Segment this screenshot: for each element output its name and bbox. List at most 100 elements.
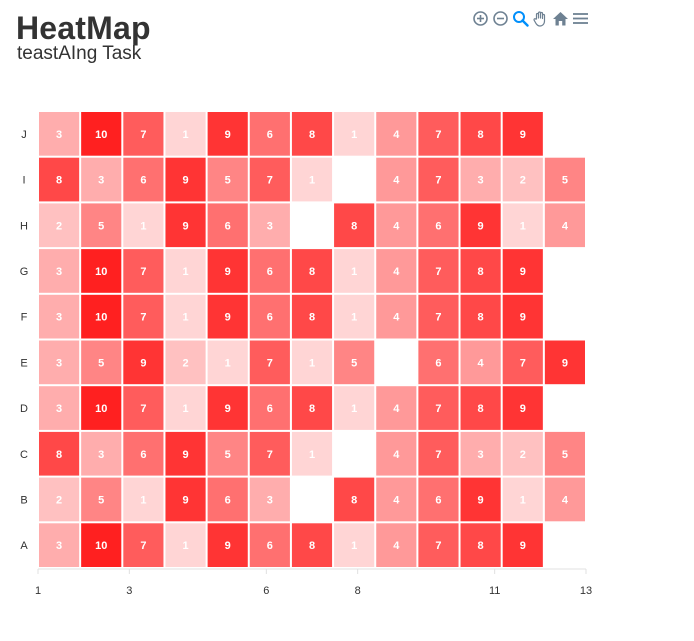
heatmap-cell[interactable]	[502, 431, 543, 476]
heatmap-cell[interactable]	[249, 294, 290, 339]
heatmap-cell[interactable]	[207, 112, 248, 156]
heatmap-cell[interactable]	[123, 157, 164, 202]
heatmap-cell[interactable]	[544, 477, 585, 522]
menu-icon[interactable]	[572, 10, 589, 27]
heatmap-cell[interactable]	[207, 249, 248, 293]
heatmap-cell[interactable]	[502, 249, 543, 293]
heatmap-cell[interactable]	[502, 294, 543, 339]
heatmap-cell[interactable]	[165, 386, 206, 430]
heatmap-cell[interactable]	[207, 157, 248, 202]
heatmap-cell[interactable]	[207, 386, 248, 430]
heatmap-cell[interactable]	[165, 203, 206, 248]
heatmap-cell[interactable]	[165, 477, 206, 522]
heatmap-cell[interactable]	[502, 203, 543, 248]
heatmap-cell[interactable]	[502, 112, 543, 156]
heatmap-cell[interactable]	[165, 431, 206, 476]
heatmap-cell[interactable]	[249, 477, 290, 522]
heatmap-cell[interactable]	[39, 523, 80, 567]
heatmap-cell[interactable]	[460, 386, 501, 430]
heatmap-cell[interactable]	[418, 477, 459, 522]
heatmap-cell[interactable]	[460, 157, 501, 202]
heatmap-cell[interactable]	[502, 386, 543, 430]
pan-hand-icon[interactable]	[532, 10, 549, 27]
zoom-out-icon[interactable]	[492, 10, 509, 27]
heatmap-cell[interactable]	[123, 477, 164, 522]
heatmap-cell[interactable]	[334, 203, 375, 248]
heatmap-cell[interactable]	[81, 431, 122, 476]
heatmap-cell[interactable]	[207, 294, 248, 339]
heatmap-cell[interactable]	[376, 523, 417, 567]
heatmap-cell[interactable]	[81, 203, 122, 248]
heatmap-cell[interactable]	[207, 431, 248, 476]
heatmap-cell[interactable]	[544, 203, 585, 248]
heatmap-cell[interactable]	[334, 294, 375, 339]
heatmap-cell[interactable]	[165, 157, 206, 202]
heatmap-cell[interactable]	[249, 340, 290, 385]
heatmap-cell[interactable]	[460, 112, 501, 156]
heatmap-cell[interactable]	[39, 203, 80, 248]
heatmap-cell[interactable]	[39, 112, 80, 156]
heatmap-cell[interactable]	[165, 523, 206, 567]
heatmap-cell[interactable]	[165, 294, 206, 339]
zoom-in-icon[interactable]	[472, 10, 489, 27]
heatmap-cell[interactable]	[123, 294, 164, 339]
heatmap-cell[interactable]	[123, 203, 164, 248]
heatmap-cell[interactable]	[123, 340, 164, 385]
heatmap-cell[interactable]	[418, 112, 459, 156]
heatmap-cell[interactable]	[39, 294, 80, 339]
reset-home-icon[interactable]	[552, 10, 569, 27]
heatmap-cell[interactable]	[165, 249, 206, 293]
heatmap-cell[interactable]	[39, 431, 80, 476]
heatmap-cell[interactable]	[334, 112, 375, 156]
heatmap-cell[interactable]	[291, 431, 333, 476]
heatmap-cell[interactable]	[291, 157, 333, 202]
heatmap-cell[interactable]	[249, 112, 290, 156]
heatmap-cell[interactable]	[502, 340, 543, 385]
heatmap-cell[interactable]	[291, 249, 333, 293]
heatmap-cell[interactable]	[39, 477, 80, 522]
heatmap-cell[interactable]	[123, 386, 164, 430]
zoom-selection-icon[interactable]	[512, 10, 529, 27]
heatmap-cell[interactable]	[207, 523, 248, 567]
heatmap-cell[interactable]	[460, 294, 501, 339]
heatmap-cell[interactable]	[123, 523, 164, 567]
heatmap-cell[interactable]	[207, 340, 248, 385]
heatmap-cell[interactable]	[39, 386, 80, 430]
heatmap-cell[interactable]	[418, 249, 459, 293]
heatmap-cell[interactable]	[123, 431, 164, 476]
heatmap-cell[interactable]	[81, 294, 122, 339]
heatmap-cell[interactable]	[334, 249, 375, 293]
heatmap-cell[interactable]	[376, 157, 417, 202]
heatmap-cell[interactable]	[418, 203, 459, 248]
heatmap-cell[interactable]	[376, 431, 417, 476]
heatmap-cell[interactable]	[376, 386, 417, 430]
heatmap-cell[interactable]	[460, 523, 501, 567]
heatmap-cell[interactable]	[334, 386, 375, 430]
heatmap-cell[interactable]	[81, 157, 122, 202]
heatmap-cell[interactable]	[165, 340, 206, 385]
heatmap-cell[interactable]	[376, 294, 417, 339]
heatmap-cell[interactable]	[249, 157, 290, 202]
heatmap-cell[interactable]	[460, 477, 501, 522]
heatmap-cell[interactable]	[249, 523, 290, 567]
heatmap-cell[interactable]	[291, 294, 333, 339]
heatmap-cell[interactable]	[418, 157, 459, 202]
heatmap-cell[interactable]	[460, 340, 501, 385]
heatmap-cell[interactable]	[502, 477, 543, 522]
heatmap-cell[interactable]	[418, 386, 459, 430]
heatmap-cell[interactable]	[81, 112, 122, 156]
heatmap-cell[interactable]	[376, 203, 417, 248]
heatmap-cell[interactable]	[291, 112, 333, 156]
heatmap-cell[interactable]	[291, 386, 333, 430]
heatmap-cell[interactable]	[81, 340, 122, 385]
heatmap-cell[interactable]	[81, 477, 122, 522]
heatmap-cell[interactable]	[418, 294, 459, 339]
heatmap-cell[interactable]	[81, 249, 122, 293]
heatmap-cell[interactable]	[81, 523, 122, 567]
heatmap-cell[interactable]	[376, 112, 417, 156]
heatmap-cell[interactable]	[418, 340, 459, 385]
heatmap-cell[interactable]	[502, 523, 543, 567]
heatmap-cell[interactable]	[249, 203, 290, 248]
heatmap-cell[interactable]	[334, 477, 375, 522]
heatmap-cell[interactable]	[291, 340, 333, 385]
